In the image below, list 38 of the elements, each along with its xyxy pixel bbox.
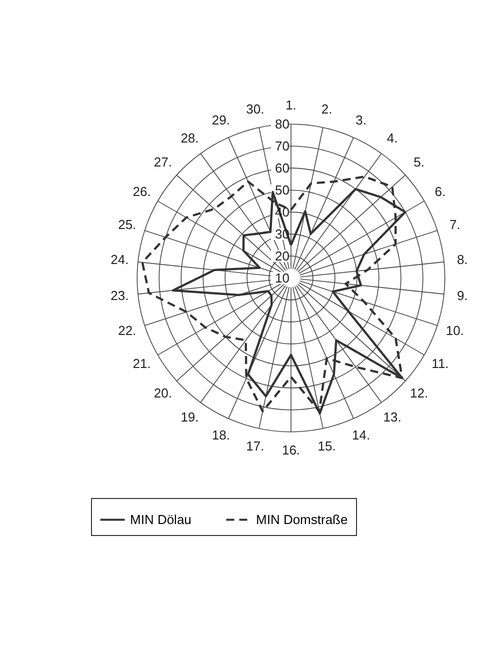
- spoke-label: 12.: [410, 385, 428, 400]
- spoke-label: 8.: [456, 252, 468, 267]
- y-tick-label: 60: [275, 160, 290, 176]
- spoke-label: 3.: [356, 112, 367, 128]
- y-tick-label: 70: [275, 138, 290, 154]
- spoke-label: 23.: [110, 288, 129, 304]
- spoke-label: 18.: [212, 427, 230, 442]
- spoke-label: 4.: [386, 130, 398, 146]
- spoke-label: 15.: [318, 438, 336, 454]
- spoke-label: 9.: [456, 288, 468, 304]
- spoke-label: 16.: [282, 442, 300, 458]
- spoke-label: 26.: [132, 184, 151, 199]
- spoke-label: 24.: [110, 252, 129, 267]
- spoke-label: 1.: [286, 98, 296, 113]
- spoke-label: 10.: [446, 323, 464, 338]
- spoke-label: 21.: [132, 356, 151, 372]
- spoke-label: 17.: [246, 438, 264, 454]
- spoke-label: 28.: [180, 130, 199, 146]
- spoke-label: 2.: [321, 101, 332, 116]
- legend-label: MIN Domstraße: [256, 512, 348, 527]
- spoke-label: 19.: [180, 409, 199, 424]
- spoke-label: 13.: [383, 409, 402, 424]
- y-tick-label: 20: [275, 248, 290, 264]
- spoke-label: 29.: [212, 112, 230, 128]
- spoke-label: 30.: [246, 101, 264, 116]
- spoke-label: 27.: [154, 154, 172, 170]
- y-tick-label: 10: [275, 270, 290, 286]
- spoke-label: 22.: [118, 323, 136, 338]
- spoke-label: 6.: [434, 184, 446, 199]
- legend-label: MIN Dölau: [130, 512, 192, 527]
- spoke-label: 7.: [449, 216, 460, 232]
- y-tick-label: 50: [275, 182, 290, 198]
- spoke-label: 11.: [432, 356, 449, 372]
- spoke-label: 25.: [118, 216, 136, 232]
- spoke-label: 20.: [154, 385, 172, 400]
- y-tick-label: 80: [275, 116, 290, 132]
- spoke-label: 14.: [352, 427, 370, 442]
- spoke-label: 5.: [414, 154, 424, 170]
